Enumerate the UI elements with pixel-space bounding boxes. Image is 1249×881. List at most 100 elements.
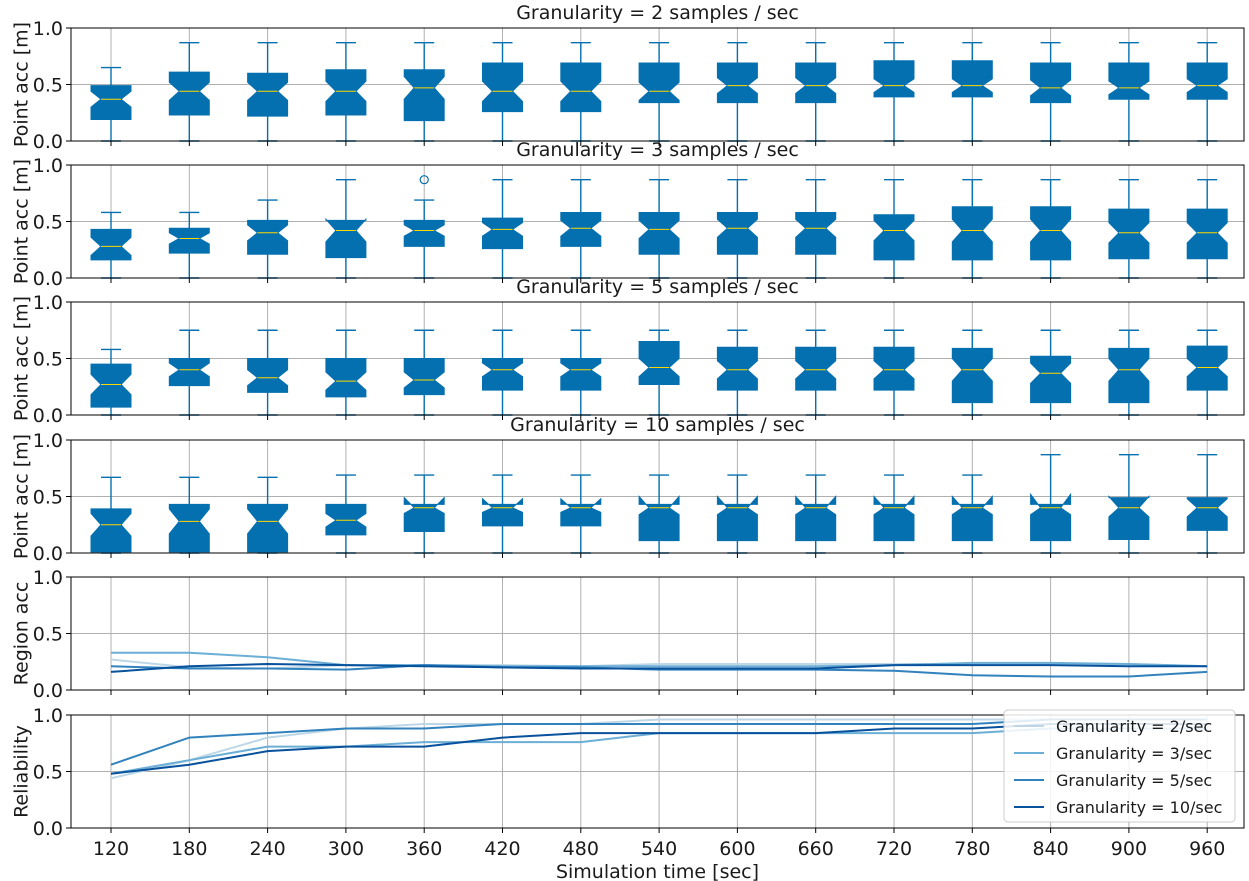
- legend-label: Granularity = 10/sec: [1056, 798, 1222, 817]
- x-tick-label: 840: [1032, 838, 1068, 860]
- x-tick-label: 780: [954, 838, 990, 860]
- box-360: [403, 474, 445, 554]
- y-axis-label: Region acc: [11, 582, 33, 686]
- y-tick-label: 0.0: [33, 405, 63, 427]
- notched-box: [873, 346, 915, 391]
- y-axis-label: Point acc [m]: [11, 159, 33, 284]
- notched-box: [168, 227, 210, 254]
- box-780: [951, 474, 993, 554]
- notched-box: [873, 214, 915, 261]
- box-360: [403, 41, 445, 142]
- legend-frame: [1003, 709, 1236, 823]
- box-900: [1108, 178, 1150, 279]
- notched-box: [325, 503, 367, 536]
- box-720: [873, 329, 915, 416]
- notched-box: [795, 62, 837, 104]
- box-660: [795, 474, 837, 554]
- notched-box: [1108, 208, 1150, 260]
- notched-box: [716, 346, 758, 391]
- box-360: [403, 175, 445, 279]
- series-line-2: [111, 651, 1208, 668]
- notched-box: [325, 217, 367, 259]
- notched-box: [90, 85, 132, 121]
- notched-box: [1030, 206, 1072, 261]
- series-line-4: [110, 663, 1208, 673]
- box-960: [1186, 178, 1228, 279]
- x-tick-label: 540: [641, 838, 677, 860]
- box-600: [716, 41, 758, 142]
- notched-box: [482, 217, 523, 250]
- box-540: [638, 178, 680, 279]
- notched-box: [482, 62, 523, 113]
- x-tick-label: 180: [171, 838, 207, 860]
- legend-label: Granularity = 5/sec: [1056, 771, 1212, 790]
- panel-title: Granularity = 3 samples / sec: [516, 139, 799, 161]
- notched-box: [1108, 62, 1150, 100]
- box-780: [951, 329, 993, 416]
- y-tick-label: 0.0: [33, 268, 63, 290]
- notched-box: [560, 62, 602, 113]
- series-line-1: [110, 658, 1208, 670]
- box-180: [168, 41, 210, 142]
- box-300: [325, 329, 367, 416]
- box-540: [638, 474, 680, 554]
- notched-box: [638, 341, 680, 385]
- x-tick-label: 480: [563, 838, 599, 860]
- notched-box: [638, 211, 680, 255]
- box-660: [795, 178, 837, 279]
- box-420: [482, 474, 523, 554]
- notched-box: [247, 503, 289, 553]
- y-axis-label: Point acc [m]: [11, 296, 33, 421]
- y-axis-label: Point acc [m]: [11, 22, 33, 147]
- y-tick-label: 0.0: [33, 818, 63, 840]
- y-tick-label: 1.0: [33, 430, 63, 452]
- notched-box: [1186, 497, 1228, 531]
- y-tick-label: 0.0: [33, 543, 63, 565]
- box-240: [247, 476, 289, 554]
- y-tick-label: 0.0: [33, 131, 63, 153]
- notched-box: [90, 228, 132, 261]
- x-tick-label: 600: [719, 838, 755, 860]
- box-240: [247, 329, 289, 416]
- y-tick-label: 0.0: [33, 680, 63, 702]
- x-tick-label: 240: [249, 838, 285, 860]
- notched-box: [1108, 495, 1150, 540]
- y-tick-label: 1.0: [33, 567, 63, 589]
- notched-box: [403, 219, 445, 247]
- notched-box: [403, 358, 445, 396]
- box-180: [168, 476, 210, 554]
- notched-box: [1030, 492, 1072, 542]
- notched-box: [716, 62, 758, 104]
- notched-box: [325, 358, 367, 398]
- notched-box: [1186, 345, 1228, 391]
- box-480: [560, 41, 602, 142]
- box-720: [873, 41, 915, 142]
- box-900: [1108, 41, 1150, 142]
- box-840: [1030, 41, 1072, 142]
- box-540: [638, 41, 680, 142]
- legend: Granularity = 2/sec Granularity = 3/sec Gr…: [1003, 709, 1236, 823]
- panel-title: Granularity = 10 samples / sec: [510, 414, 805, 436]
- box-360: [403, 329, 445, 416]
- panel-6: 0.0 0.5 1.0 120 180 240 300 360 420 480 540 600 660 7…: [11, 705, 1245, 881]
- box-420: [482, 178, 523, 279]
- box-180: [168, 211, 210, 279]
- box-300: [325, 474, 367, 554]
- y-tick-label: 1.0: [33, 155, 63, 177]
- notched-box: [873, 60, 915, 98]
- box-600: [716, 178, 758, 279]
- x-tick-label: 360: [406, 838, 442, 860]
- box-120: [90, 348, 132, 416]
- notched-box: [795, 211, 837, 255]
- box-540: [638, 329, 680, 416]
- notched-box: [247, 72, 289, 117]
- box-240: [247, 41, 289, 142]
- notched-box: [1108, 347, 1150, 404]
- y-axis-label: Point acc [m]: [11, 434, 33, 559]
- notched-box: [403, 69, 445, 122]
- box-840: [1030, 453, 1072, 554]
